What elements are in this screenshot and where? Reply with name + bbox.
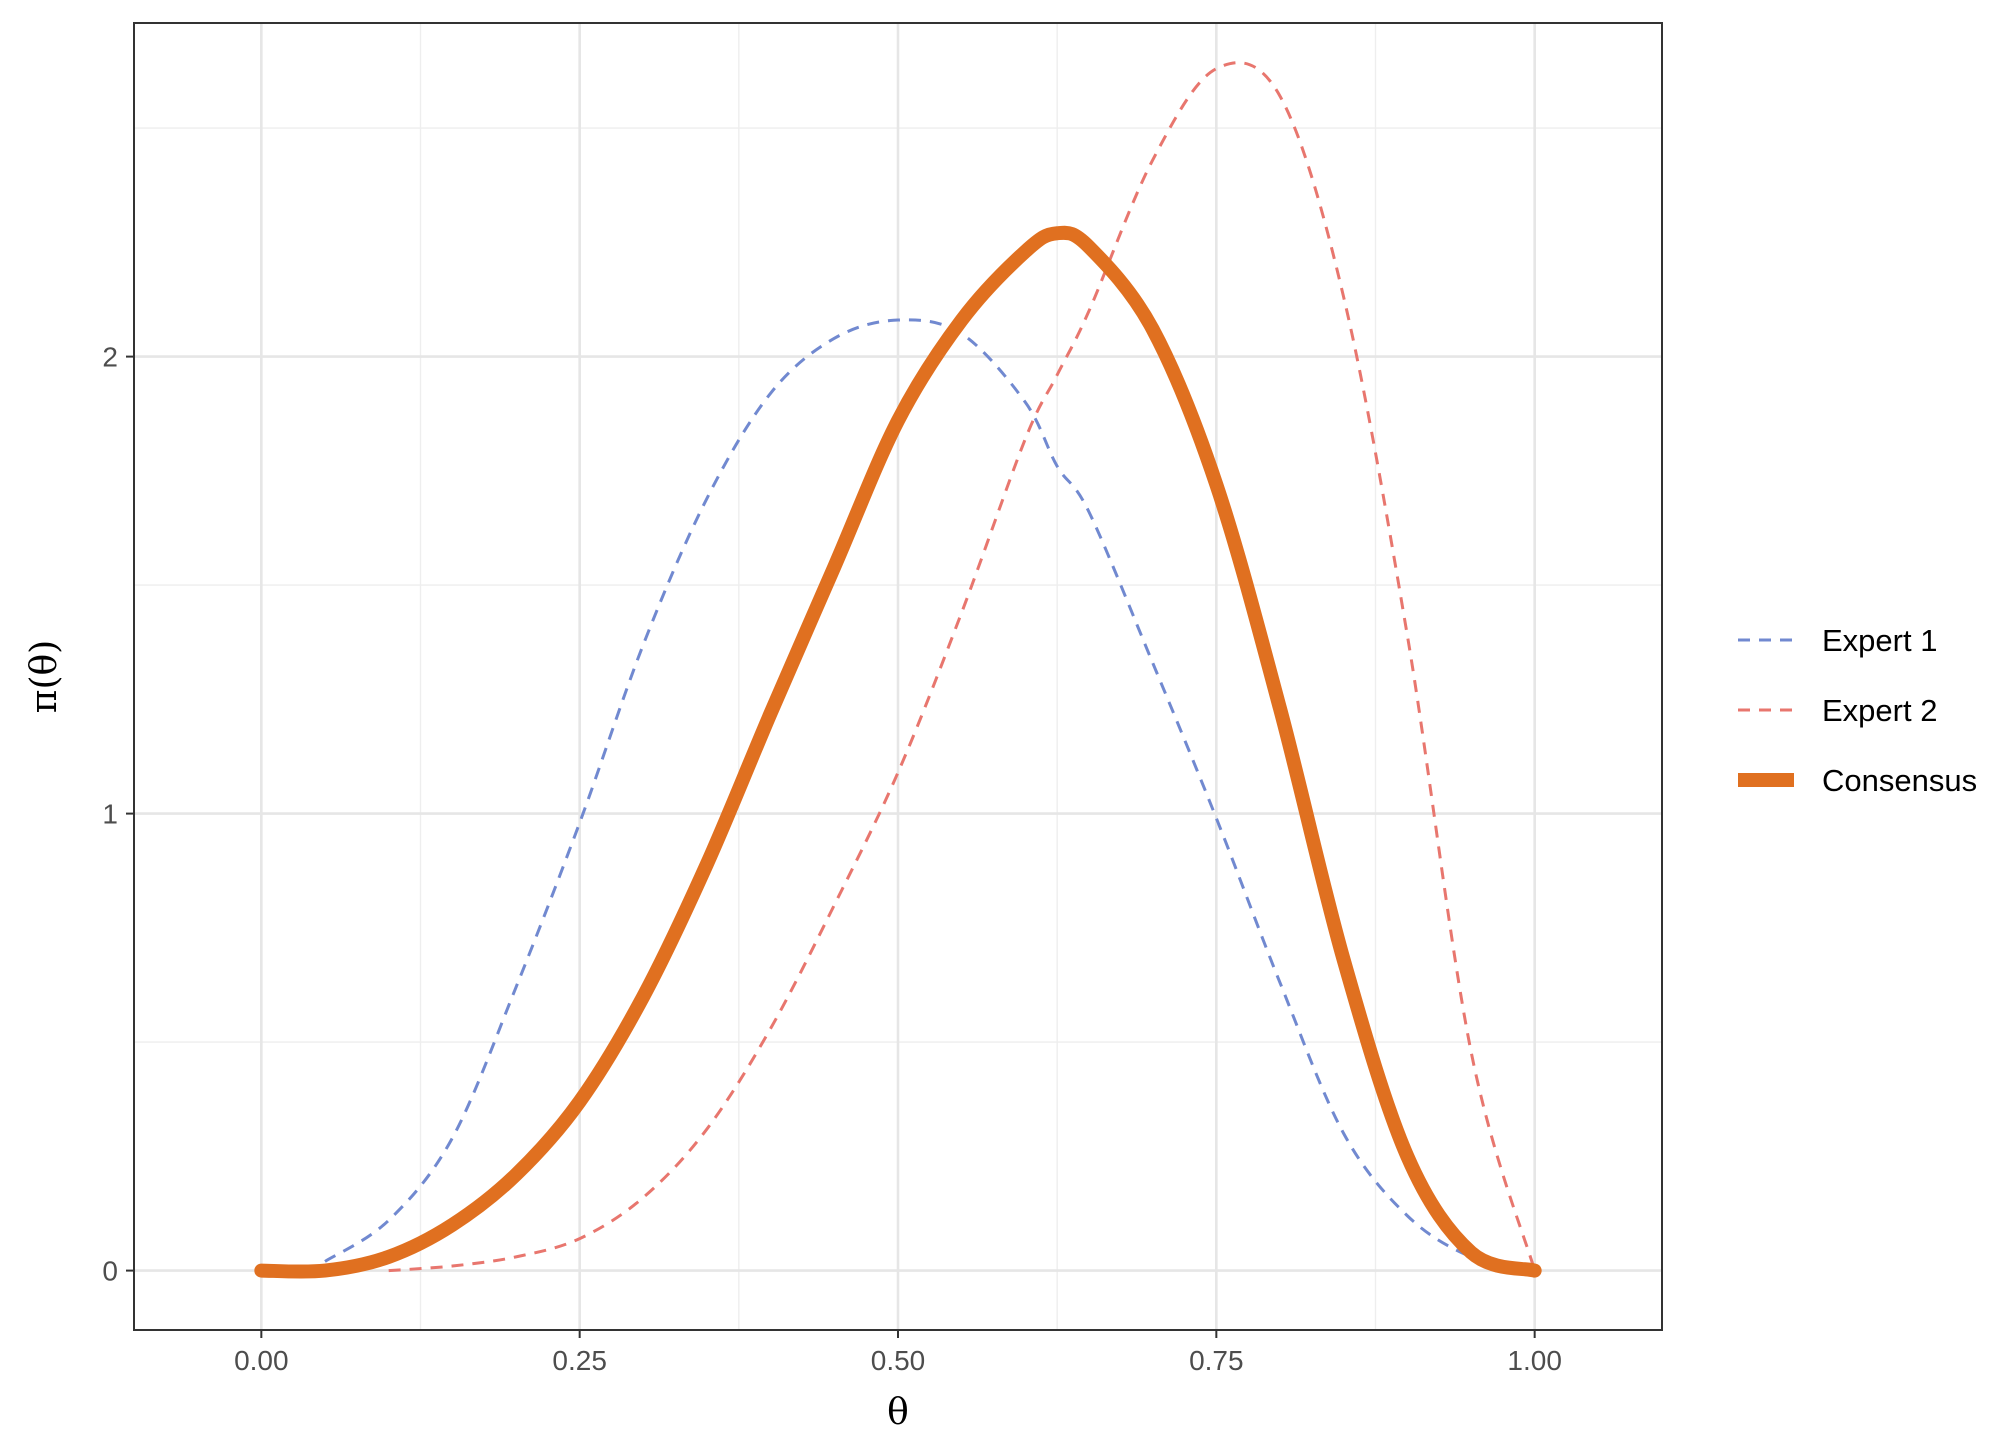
y-tick-label: 0 [102,1256,118,1287]
y-axis-title: π(θ) [24,640,65,713]
x-axis-title: θ [887,1392,909,1433]
legend-label-expert-1: Expert 1 [1822,623,1937,658]
series-line-expert-1 [324,318,1535,1273]
x-tick-label: 0.25 [552,1345,607,1376]
series-lines [254,61,1542,1279]
legend: Expert 1 Expert 2 Consensus [1738,623,1977,798]
x-tick-label: 0.75 [1189,1345,1244,1376]
legend-label-expert-2: Expert 2 [1822,693,1937,728]
axis-ticks: 0.00 0.25 0.50 0.75 1.00 0 1 2 [102,342,1561,1376]
x-tick-label: 0.50 [871,1345,926,1376]
y-tick-label: 1 [102,799,118,830]
legend-label-consensus: Consensus [1822,763,1977,798]
series-line-expert-2 [388,61,1537,1273]
x-tick-label: 1.00 [1507,1345,1562,1376]
y-tick-label: 2 [102,342,118,373]
x-tick-label: 0.00 [234,1345,289,1376]
gridlines [134,23,1662,1330]
series-line-consensus [254,225,1542,1279]
